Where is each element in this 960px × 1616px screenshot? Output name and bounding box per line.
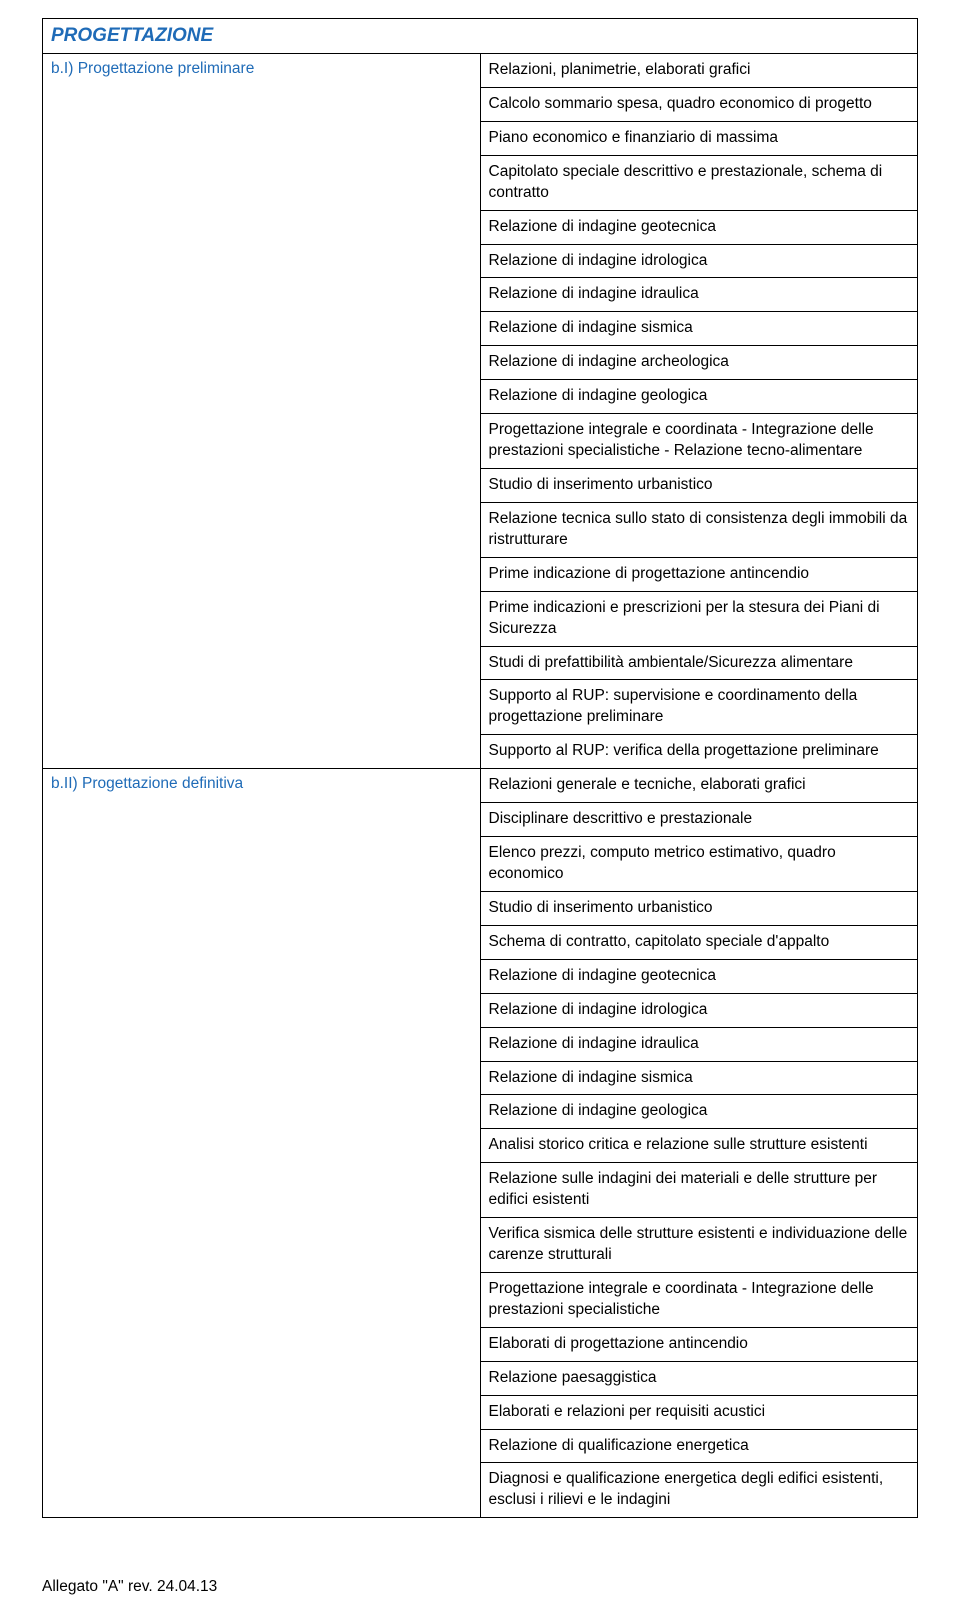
item-cell: Progettazione integrale e coordinata - I… bbox=[481, 414, 918, 469]
item-cell: Relazioni generale e tecniche, elaborati… bbox=[481, 769, 918, 802]
page-footer: Allegato "A" rev. 24.04.13 bbox=[0, 1518, 960, 1616]
row-items: Relazioni generale e tecniche, elaborati… bbox=[480, 769, 918, 1518]
item-cell: Prime indicazione di progettazione antin… bbox=[481, 557, 918, 591]
item-cell: Relazione di indagine geologica bbox=[481, 380, 918, 414]
item-cell: Relazione di indagine idraulica bbox=[481, 278, 918, 312]
item-cell: Relazione di indagine geologica bbox=[481, 1095, 918, 1129]
item-cell: Studi di prefattibilità ambientale/Sicur… bbox=[481, 646, 918, 680]
row-label: b.II) Progettazione definitiva bbox=[43, 769, 481, 1518]
item-cell: Elaborati di progettazione antincendio bbox=[481, 1327, 918, 1361]
item-cell: Relazione di qualificazione energetica bbox=[481, 1429, 918, 1463]
item-cell: Relazione di indagine sismica bbox=[481, 312, 918, 346]
item-cell: Prime indicazioni e prescrizioni per la … bbox=[481, 591, 918, 646]
row-label: b.I) Progettazione preliminare bbox=[43, 54, 481, 769]
progettazione-table: PROGETTAZIONE b.I) Progettazione prelimi… bbox=[42, 18, 918, 1518]
item-cell: Diagnosi e qualificazione energetica deg… bbox=[481, 1463, 918, 1517]
item-cell: Studio di inserimento urbanistico bbox=[481, 468, 918, 502]
item-cell: Capitolato speciale descrittivo e presta… bbox=[481, 155, 918, 210]
item-cell: Relazione di indagine geotecnica bbox=[481, 959, 918, 993]
item-cell: Relazione di indagine sismica bbox=[481, 1061, 918, 1095]
item-cell: Studio di inserimento urbanistico bbox=[481, 891, 918, 925]
section-title: PROGETTAZIONE bbox=[51, 25, 213, 46]
item-cell: Relazione paesaggistica bbox=[481, 1361, 918, 1395]
item-cell: Relazione di indagine archeologica bbox=[481, 346, 918, 380]
item-cell: Relazione sulle indagini dei materiali e… bbox=[481, 1163, 918, 1218]
item-cell: Relazione tecnica sullo stato di consist… bbox=[481, 502, 918, 557]
item-cell: Piano economico e finanziario di massima bbox=[481, 121, 918, 155]
item-cell: Supporto al RUP: supervisione e coordina… bbox=[481, 680, 918, 735]
item-cell: Analisi storico critica e relazione sull… bbox=[481, 1129, 918, 1163]
item-cell: Supporto al RUP: verifica della progetta… bbox=[481, 735, 918, 768]
item-cell: Elaborati e relazioni per requisiti acus… bbox=[481, 1395, 918, 1429]
item-cell: Relazione di indagine geotecnica bbox=[481, 210, 918, 244]
item-cell: Relazione di indagine idrologica bbox=[481, 244, 918, 278]
item-cell: Relazione di indagine idraulica bbox=[481, 1027, 918, 1061]
item-cell: Calcolo sommario spesa, quadro economico… bbox=[481, 87, 918, 121]
item-cell: Schema di contratto, capitolato speciale… bbox=[481, 925, 918, 959]
item-cell: Relazioni, planimetrie, elaborati grafic… bbox=[481, 54, 918, 87]
item-cell: Progettazione integrale e coordinata - I… bbox=[481, 1272, 918, 1327]
item-cell: Disciplinare descrittivo e prestazionale bbox=[481, 803, 918, 837]
row-items: Relazioni, planimetrie, elaborati grafic… bbox=[480, 54, 918, 769]
item-cell: Elenco prezzi, computo metrico estimativ… bbox=[481, 837, 918, 892]
item-cell: Relazione di indagine idrologica bbox=[481, 993, 918, 1027]
item-cell: Verifica sismica delle strutture esisten… bbox=[481, 1218, 918, 1273]
